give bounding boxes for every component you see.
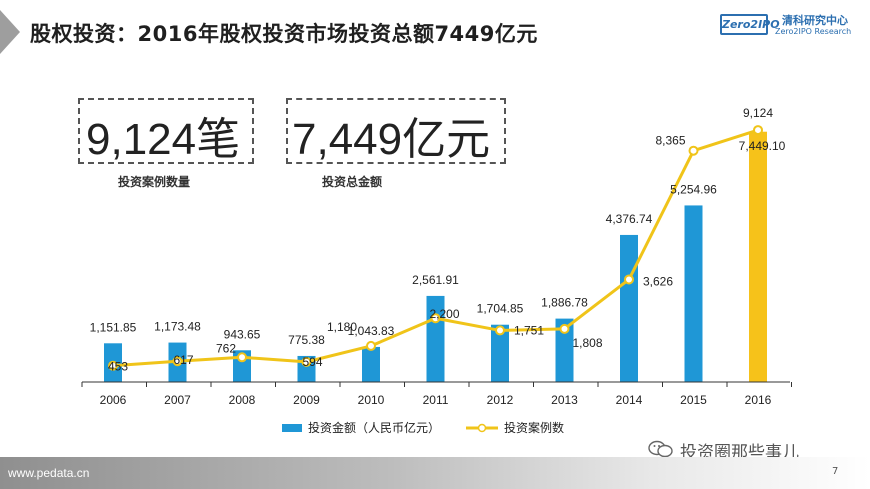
bar-2016 bbox=[749, 131, 767, 382]
x-tick-label: 2016 bbox=[745, 393, 772, 407]
x-tick-label: 2006 bbox=[100, 393, 127, 407]
bar-value-label: 1,886.78 bbox=[541, 296, 588, 310]
bar-value-label: 1,704.85 bbox=[477, 302, 524, 316]
line-point-2007 bbox=[172, 356, 183, 367]
bar-value-label: 5,254.96 bbox=[670, 182, 717, 196]
bar-value-label: 7,449.10 bbox=[739, 139, 786, 153]
page-number: 7 bbox=[832, 466, 839, 477]
total-amount-value: 7,449亿元 bbox=[292, 115, 491, 164]
line-value-label: 617 bbox=[174, 353, 194, 367]
line-point-2013 bbox=[559, 323, 570, 334]
line-value-label: 1,751 bbox=[514, 323, 544, 337]
bar-2014 bbox=[620, 234, 638, 382]
line-point-2006 bbox=[108, 360, 118, 371]
wechat-icon bbox=[648, 440, 674, 458]
line-value-label: 1,180 bbox=[327, 320, 357, 334]
header-marker bbox=[0, 10, 20, 54]
deal-count-box bbox=[78, 98, 254, 164]
line-value-label: 2,200 bbox=[430, 307, 460, 321]
legend-line-marker bbox=[477, 423, 487, 433]
investment-chart: 1,151.85 1,173.48 943.65 775.38 1,043.83 2,56… bbox=[81, 106, 792, 435]
line-point-2014 bbox=[624, 274, 634, 285]
page-title: 股权投资：2016年股权投资市场投资总额7449亿元 bbox=[30, 22, 538, 46]
bar-2010 bbox=[362, 346, 380, 382]
x-tick-label: 2015 bbox=[680, 393, 707, 407]
deal-count-label: 投资案例数量 bbox=[118, 175, 191, 189]
bar-2012 bbox=[491, 324, 509, 382]
line-value-label: 594 bbox=[303, 355, 323, 369]
x-tick-label: 2014 bbox=[616, 393, 643, 407]
bar-value-label: 943.65 bbox=[224, 327, 261, 341]
line-value-label: 762 bbox=[216, 341, 236, 355]
line-value-label: 3,626 bbox=[643, 274, 673, 288]
bar-value-label: 775.38 bbox=[288, 333, 325, 347]
total-amount-box bbox=[286, 98, 506, 164]
line-value-label: 8,365 bbox=[655, 134, 685, 148]
legend-line-label: 投资案例数 bbox=[504, 420, 564, 435]
line-value-label: 453 bbox=[108, 360, 128, 374]
bar-value-label: 1,151.85 bbox=[90, 320, 137, 334]
line-point-2016 bbox=[753, 125, 763, 136]
line-point-2012 bbox=[495, 325, 505, 336]
x-tick-label: 2011 bbox=[423, 393, 449, 407]
legend-bar-swatch bbox=[282, 424, 302, 432]
bar-value-label: 1,173.48 bbox=[154, 320, 201, 334]
line-point-2011 bbox=[430, 313, 441, 324]
deal-count-value: 9,124笔 bbox=[86, 115, 241, 164]
header: 股权投资：2016年股权投资市场投资总额7449亿元 Zero2IPO 清科研究… bbox=[0, 0, 870, 70]
total-amount-label: 投资总金额 bbox=[322, 175, 383, 189]
x-tick-label: 2009 bbox=[293, 393, 320, 407]
x-tick-label: 2010 bbox=[358, 393, 385, 407]
bar-2015 bbox=[684, 205, 703, 382]
footer-bar bbox=[0, 457, 870, 489]
x-tick-label: 2007 bbox=[164, 393, 191, 407]
line-point-2009 bbox=[301, 356, 312, 367]
logo-name-cn: 清科研究中心 bbox=[782, 14, 848, 27]
bar-value-label: 4,376.74 bbox=[606, 212, 653, 226]
footer-site: www.pedata.cn bbox=[8, 466, 90, 480]
logo-name-en: Zero2IPO Research bbox=[775, 27, 852, 36]
bar-value-label: 2,561.91 bbox=[412, 273, 459, 287]
line-point-2008 bbox=[237, 352, 247, 363]
logo-mark: Zero2IPO bbox=[720, 14, 780, 35]
bar-value-label: 1,043.83 bbox=[348, 324, 395, 338]
line-point-2015 bbox=[688, 145, 699, 156]
line-value-label: 9,124 bbox=[743, 106, 773, 120]
x-tick-label: 2012 bbox=[487, 393, 514, 407]
line-value-label: 1,808 bbox=[573, 336, 603, 350]
line-point-2010 bbox=[366, 340, 376, 351]
legend-bar-label: 投资金额（人民币亿元） bbox=[308, 420, 440, 435]
x-tick-label: 2008 bbox=[229, 393, 256, 407]
x-tick-label: 2013 bbox=[551, 393, 578, 407]
bar-2013 bbox=[555, 318, 574, 382]
